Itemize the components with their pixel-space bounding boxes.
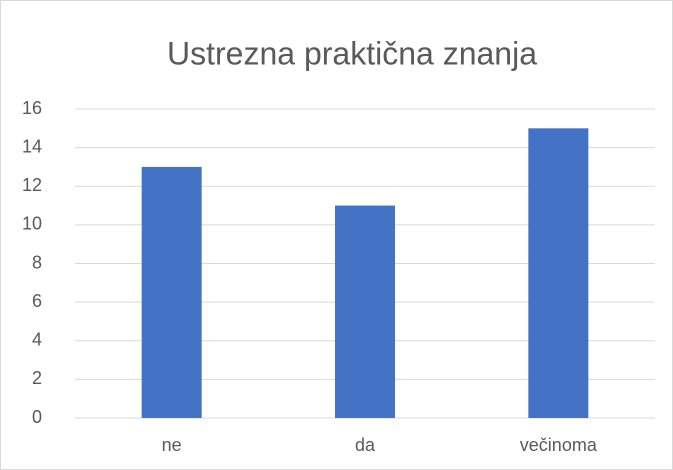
x-tick-label: večinoma: [520, 435, 598, 455]
bar: [141, 166, 202, 418]
y-tick-label: 14: [22, 136, 42, 156]
y-tick-label: 8: [32, 252, 42, 272]
y-tick-label: 12: [22, 175, 42, 195]
y-tick-label: 4: [32, 330, 42, 350]
y-tick-label: 2: [32, 368, 42, 388]
x-tick-label: da: [355, 435, 376, 455]
x-tick-label: ne: [162, 435, 182, 455]
y-tick-label: 0: [32, 407, 42, 427]
y-tick-label: 16: [22, 98, 42, 118]
chart-title: Ustrezna praktična znanja: [167, 35, 537, 71]
bar: [335, 205, 395, 418]
bar: [528, 128, 589, 418]
y-tick-label: 10: [22, 214, 42, 234]
y-tick-label: 6: [32, 291, 42, 311]
